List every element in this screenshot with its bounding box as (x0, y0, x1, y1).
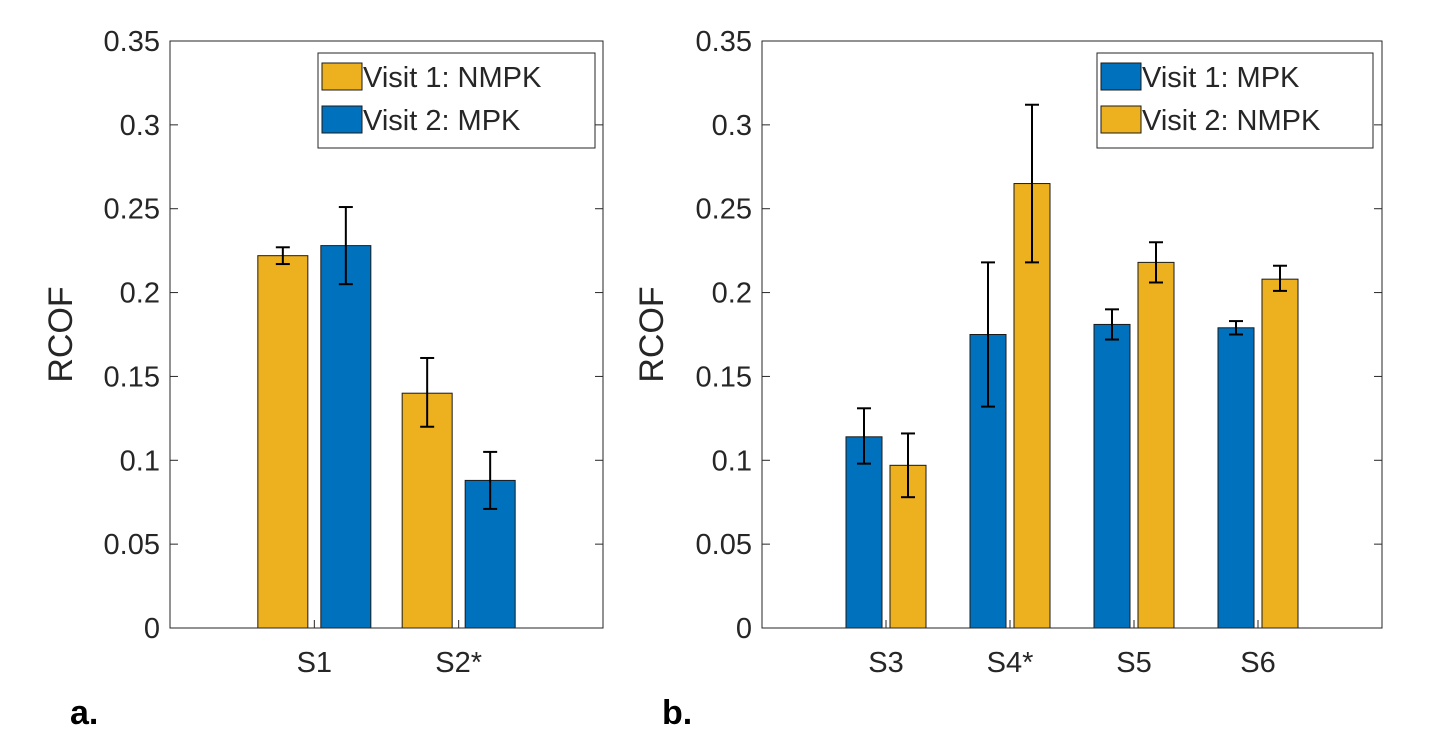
legend-swatch (321, 62, 363, 91)
x-tick-label: S3 (868, 647, 903, 679)
legend-entry: Visit 2: MPK (363, 105, 521, 137)
legend: Visit 1: MPK Visit 2: NMPK (1096, 52, 1374, 149)
y-tick-label: 0.05 (104, 529, 160, 561)
bar-s5-series-1 (1137, 261, 1175, 629)
y-tick-label: 0.35 (104, 26, 160, 58)
bar-s2star-series-0 (401, 392, 453, 629)
y-tick-label: 0.15 (696, 361, 752, 393)
y-axis-label: RCOF (42, 286, 80, 382)
y-tick-label: 0.15 (104, 361, 160, 393)
legend-swatch (321, 105, 363, 134)
panel-b: 0 0.05 0.1 0.15 0.2 0.25 0.3 0.35 S3 S4* S5 S6 RCOF V… (633, 26, 1383, 732)
panel-label: b. (662, 694, 692, 732)
x-tick-label: S5 (1116, 647, 1151, 679)
y-tick-label: 0.25 (104, 194, 160, 226)
bar-s3-series-0 (845, 436, 883, 629)
legend-swatch (1100, 105, 1142, 134)
y-tick-label: 0.35 (696, 26, 752, 58)
y-tick-label: 0.3 (712, 110, 752, 142)
legend-box (317, 52, 596, 149)
legend-swatch (1100, 62, 1142, 91)
x-tick-label: S4* (987, 647, 1034, 679)
legend-entry: Visit 1: NMPK (363, 62, 542, 94)
y-tick-label: 0.2 (712, 278, 752, 310)
bar-s5-series-0 (1093, 323, 1131, 629)
y-tick-label: 0.1 (120, 445, 160, 477)
bar-s6-series-0 (1217, 327, 1255, 629)
y-tick-label: 0 (144, 613, 160, 645)
panel-a: 0 0.05 0.1 0.15 0.2 0.25 0.3 0.35 S1 S2* RCOF Visit… (42, 26, 604, 732)
y-tick-label: 0.05 (696, 529, 752, 561)
y-axis-label: RCOF (633, 286, 671, 382)
x-tick-label: S6 (1240, 647, 1275, 679)
y-tick-label: 0.2 (120, 278, 160, 310)
axes-box (169, 40, 604, 629)
y-tick-label: 0.25 (696, 194, 752, 226)
legend-entry: Visit 1: MPK (1142, 62, 1300, 94)
legend-box (1096, 52, 1374, 149)
panel-label: a. (70, 694, 98, 732)
y-tick-label: 0.1 (712, 445, 752, 477)
bar-s1-series-1 (320, 245, 372, 629)
axes-box (761, 40, 1383, 629)
y-tick-label: 0.3 (120, 110, 160, 142)
bar-s1-series-0 (257, 255, 309, 629)
x-tick-label: S1 (297, 647, 332, 679)
legend-entry: Visit 2: NMPK (1142, 105, 1321, 137)
x-tick-label: S2* (435, 647, 482, 679)
legend: Visit 1: NMPK Visit 2: MPK (317, 52, 596, 149)
y-tick-label: 0 (736, 613, 752, 645)
bar-s6-series-1 (1261, 278, 1299, 629)
